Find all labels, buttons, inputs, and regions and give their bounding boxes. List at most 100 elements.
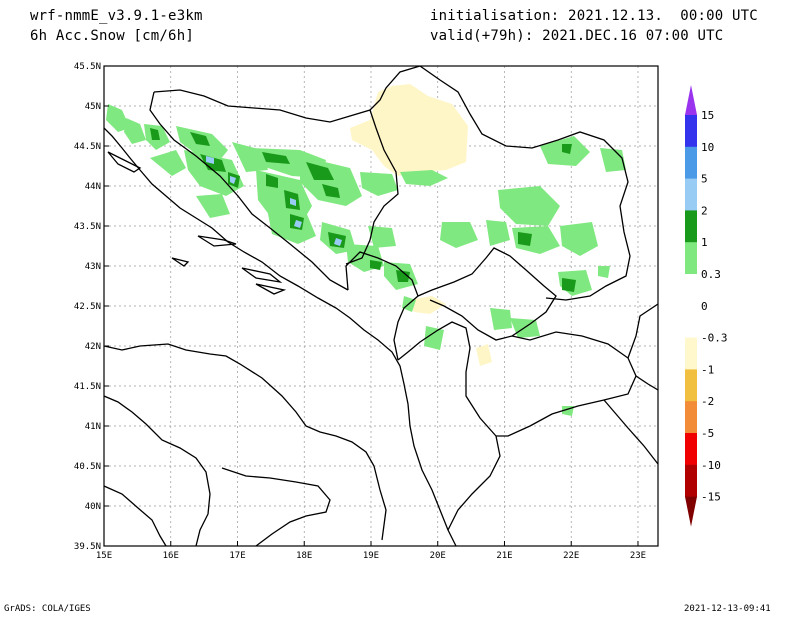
coastline [104,127,457,546]
footer-source: GrADS: COLA/IGES [4,604,91,614]
snow-patch [424,326,444,350]
snow-patch [560,222,598,256]
colorbar-label: 15 [701,109,714,122]
melt-area [350,84,468,176]
snow-core [266,174,278,188]
melt-area [476,344,492,366]
lat-tick-label: 40.5N [74,462,101,472]
colorbar-label: -15 [701,491,721,504]
lon-tick-label: 20E [430,551,446,561]
island [171,257,190,267]
snow-core [150,128,160,140]
snow-patch [150,150,186,176]
lat-tick-label: 42N [85,342,101,352]
model-title: wrf-nmmE_v3.9.1-e3km [30,8,203,24]
lon-tick-label: 17E [229,551,245,561]
border [419,66,631,301]
colorbar-label: -10 [701,459,721,472]
colorbar-label: 0.3 [701,268,721,281]
lat-tick-label: 45.5N [74,62,101,72]
snow-max [290,198,296,206]
lon-tick-label: 16E [163,551,179,561]
colorbar-label: 10 [701,141,714,154]
coastline [104,343,387,541]
lat-tick-label: 41.5N [74,382,101,392]
snow-max [230,176,236,184]
colorbar-arrow-top [685,85,697,115]
snow-core [562,278,576,292]
snow-patch [490,308,512,330]
colorbar-swatch [685,274,697,307]
snow-max [294,220,302,228]
snow-patch [184,150,244,196]
border [417,247,557,341]
lat-tick-label: 44.5N [74,142,101,152]
snow-patch [360,172,398,196]
init-time: initialisation: 2021.12.13. 00:00 UTC [430,8,758,24]
snow-patch [600,148,626,172]
border [345,251,419,361]
snow-core [306,162,334,180]
colorbar-arrow-bottom [685,496,697,527]
colorbar-swatch [685,337,697,370]
lon-tick-label: 15E [96,551,112,561]
border [603,399,658,465]
snow-patch [196,194,230,218]
valid-time: valid(+79h): 2021.DEC.16 07:00 UTC [430,28,724,44]
lon-tick-label: 19E [363,551,379,561]
snow-patch [400,170,448,186]
colorbar-label: 0 [701,300,708,313]
colorbar-swatch [685,433,697,466]
border [345,109,399,265]
colorbar-label: -0.3 [701,332,728,345]
coastlines-borders [104,66,658,546]
lon-axis: 15E 16E 17E 18E 19E 20E 21E 22E 23E [96,541,646,561]
snow-core [322,184,340,198]
lon-tick-label: 18E [296,551,312,561]
border [496,331,637,437]
snow-max [206,156,214,164]
lat-tick-label: 45N [85,102,101,112]
snow-patch [440,222,478,248]
colorbar-label: -5 [701,427,714,440]
snow-max [334,238,342,246]
border [635,375,658,391]
colorbar-swatch [685,464,697,498]
snow-core [370,260,382,270]
island [255,283,287,295]
colorbar: 15 10 5 2 1 0.3 0 -0.3 -1 -2 -5 -10 -15 [685,85,728,527]
lon-tick-label: 22E [563,551,579,561]
coastline [104,395,211,546]
snow-patch [368,226,396,248]
lon-tick-label: 21E [496,551,512,561]
colorbar-label: 5 [701,173,708,186]
colorbar-swatch [685,305,697,339]
melt-area [408,296,446,314]
colorbar-swatch [685,115,697,148]
snow-patch [486,220,510,246]
border [153,66,421,123]
snow-field [106,84,626,416]
lat-tick-label: 39.5N [74,542,101,552]
colorbar-swatch [685,178,697,211]
colorbar-swatch [685,401,697,434]
colorbar-label: 1 [701,236,708,249]
island [107,151,142,173]
footer-timestamp: 2021-12-13-09:41 [684,604,771,614]
colorbar-label: -2 [701,395,714,408]
snow-core [396,270,410,282]
snow-core [518,232,532,246]
border [149,91,349,291]
coastline [104,485,167,546]
coastline [221,467,331,546]
colorbar-label: -1 [701,363,714,376]
lat-axis: 45.5N 45N 44.5N 44N 43.5N 43N 42.5N 42N 41.5N 41N… [74,62,109,552]
field-title: 6h Acc.Snow [cm/6h] [30,28,194,44]
border [627,303,658,359]
island [197,235,237,247]
lat-tick-label: 43N [85,262,101,272]
lat-tick-label: 42.5N [74,302,101,312]
lat-tick-label: 43.5N [74,222,101,232]
colorbar-swatch [685,242,697,275]
